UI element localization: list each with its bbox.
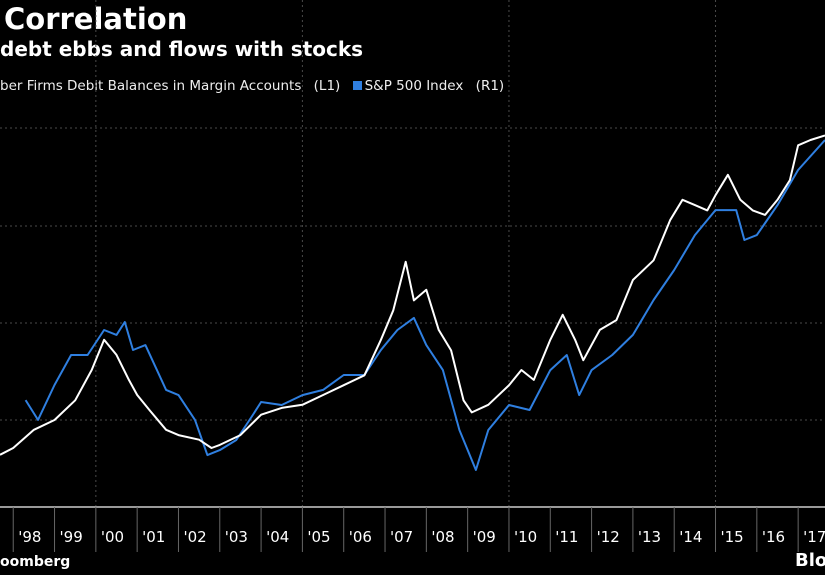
legend-axis-margin-debt: (L1) (313, 78, 341, 94)
x-tick-label: '03 (225, 528, 248, 546)
x-tick-label: '15 (721, 528, 744, 546)
x-tick-label: '01 (142, 528, 165, 546)
x-tick-label: '11 (555, 528, 578, 546)
x-tick-label: '06 (349, 528, 372, 546)
x-tick-label: '07 (390, 528, 413, 546)
x-tick-label: '10 (514, 528, 537, 546)
legend-axis-sp500: (R1) (475, 78, 505, 94)
legend: ber Firms Debit Balances in Margin Accou… (0, 78, 504, 94)
x-tick-label: '00 (101, 528, 124, 546)
series-line-margin-debt (0, 134, 825, 456)
x-tick-label: '17 (803, 528, 825, 546)
legend-label-margin-debt: ber Firms Debit Balances in Margin Accou… (0, 78, 302, 94)
x-tick-label: '14 (679, 528, 702, 546)
legend-entry-margin-debt: ber Firms Debit Balances in Margin Accou… (0, 78, 345, 94)
x-tick-label: '08 (431, 528, 454, 546)
x-tick-label: '98 (18, 528, 41, 546)
legend-entry-sp500: S&P 500 Index (R1) (345, 78, 505, 94)
x-tick-label: '99 (60, 528, 83, 546)
legend-label-sp500: S&P 500 Index (364, 78, 464, 94)
series-line-sp500 (24, 139, 825, 471)
legend-swatch-sp500 (352, 81, 362, 90)
x-tick-label: '02 (183, 528, 206, 546)
brand-logo-text: Blo (795, 550, 825, 571)
x-tick-label: '12 (597, 528, 620, 546)
x-tick-label: '04 (266, 528, 289, 546)
x-tick-label: '16 (762, 528, 785, 546)
source-label: oomberg (0, 554, 71, 570)
x-tick-label: '09 (473, 528, 496, 546)
x-tick-label: '13 (638, 528, 661, 546)
x-tick-label: '05 (307, 528, 330, 546)
